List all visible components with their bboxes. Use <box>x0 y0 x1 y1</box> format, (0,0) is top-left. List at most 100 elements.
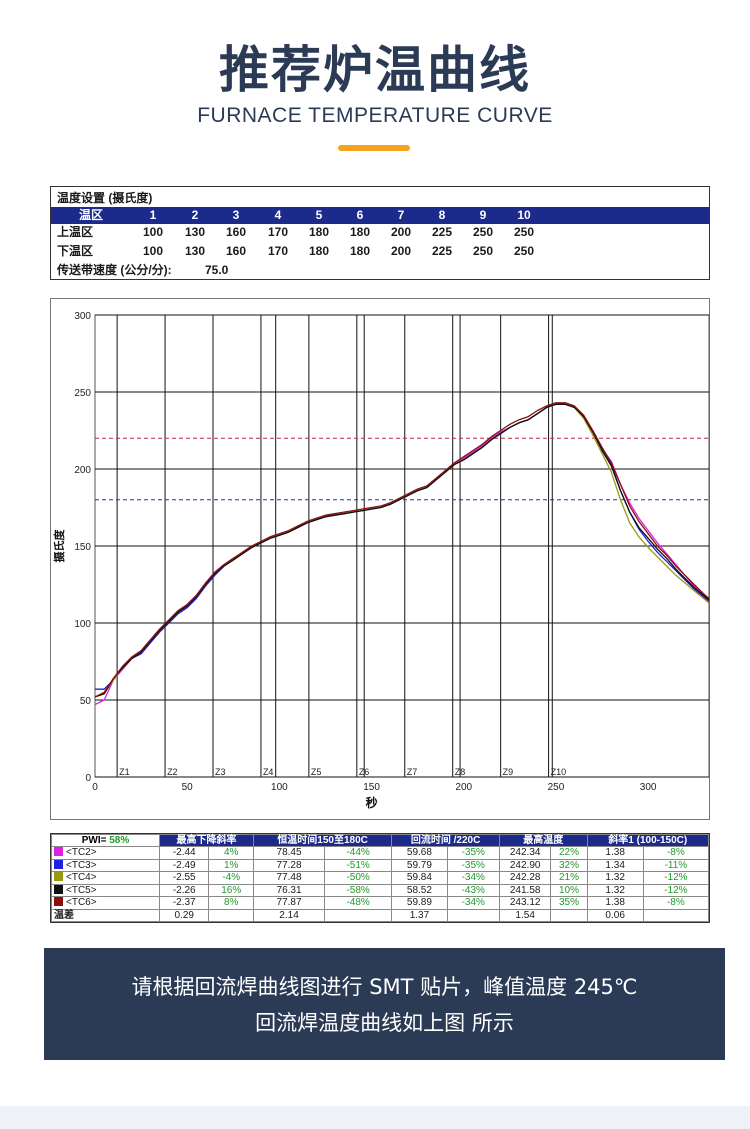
footer-strip <box>0 1106 750 1129</box>
zone-number: 1 <box>149 208 157 222</box>
upper-zone-label: 上温区 <box>57 225 94 239</box>
probe-name: <TC3> <box>66 859 97 871</box>
diff-cell: 1.37 <box>391 908 448 922</box>
conveyor-row: 传送带速度 (公分/分): 75.0 <box>51 262 709 279</box>
upper-zone-value: 180 <box>349 225 371 239</box>
stats-cell: 59.79 <box>391 858 448 872</box>
stats-header-row: PWI= 58% 最高下降斜率 恒温时间150至180C 回流时间 /220C … <box>51 834 710 847</box>
stats-cell: 1.32 <box>586 883 644 897</box>
probe-name: <TC6> <box>66 897 97 909</box>
lower-zone-value: 250 <box>472 244 494 258</box>
lower-zone-value: 180 <box>349 244 371 258</box>
stats-cell: 243.12 <box>498 896 552 910</box>
zone-number: 5 <box>315 208 323 222</box>
stats-header-soak-time: 恒温时间150至180C <box>252 834 393 847</box>
diff-cell: 1.54 <box>498 908 552 922</box>
probe-name-cell: <TC4> <box>51 871 160 885</box>
stats-cell: 16% <box>208 883 254 897</box>
y-tick-label: 150 <box>74 542 91 553</box>
y-tick-label: 50 <box>80 696 92 707</box>
probe-color-swatch <box>54 859 63 869</box>
y-tick-label: 250 <box>74 388 91 399</box>
diff-cell <box>642 908 710 922</box>
stats-cell: 77.87 <box>252 896 326 910</box>
x-tick-label: 250 <box>548 782 565 793</box>
stats-cell: -43% <box>446 883 500 897</box>
zone-number: 7 <box>397 208 405 222</box>
stats-cell: -2.55 <box>158 871 210 885</box>
upper-zone-value: 250 <box>513 225 535 239</box>
lower-zone-value: 250 <box>513 244 535 258</box>
zone-label: Z9 <box>503 767 514 777</box>
upper-zone-value: 160 <box>225 225 247 239</box>
x-tick-label: 50 <box>182 782 194 793</box>
probe-name-cell: <TC5> <box>51 883 160 897</box>
stats-cell: 77.28 <box>252 858 326 872</box>
upper-zone-row: 上温区 100 130 160 170 180 180 200 225 250 250 <box>51 224 709 241</box>
upper-zone-value: 225 <box>431 225 453 239</box>
zone-label: Z1 <box>119 767 130 777</box>
stats-header-max-fall-slope: 最高下降斜率 <box>159 834 254 847</box>
stats-cell: -2.37 <box>158 896 210 910</box>
zone-header-row: 温区 1 2 3 4 5 6 7 8 9 10 <box>51 207 709 224</box>
stats-cell: -34% <box>446 871 500 885</box>
upper-zone-value: 200 <box>390 225 412 239</box>
zone-label: Z3 <box>215 767 226 777</box>
stats-cell: -50% <box>324 871 393 885</box>
lower-zone-label: 下温区 <box>57 244 94 258</box>
stats-cell: -35% <box>446 858 500 872</box>
lower-zone-value: 170 <box>267 244 289 258</box>
settings-title: 温度设置 (摄氏度) <box>57 191 153 205</box>
y-tick-label: 300 <box>74 311 91 322</box>
y-tick-label: 0 <box>85 773 91 784</box>
stats-cell: -12% <box>642 883 710 897</box>
stats-cell: 21% <box>550 871 588 885</box>
stats-cell: 1.38 <box>586 896 644 910</box>
x-tick-label: 100 <box>271 782 288 793</box>
stats-cell: -4% <box>208 871 254 885</box>
stats-cell: -8% <box>642 846 710 860</box>
pwi-value: 58% <box>109 835 130 846</box>
probe-color-swatch <box>54 847 63 857</box>
stats-cell: 59.89 <box>391 896 448 910</box>
stats-cell: 1.32 <box>586 871 644 885</box>
stats-cell: 242.90 <box>498 858 552 872</box>
stats-cell: -2.44 <box>158 846 210 860</box>
diff-cell <box>208 908 254 922</box>
accent-divider <box>338 145 410 151</box>
probe-name: <TC5> <box>66 884 97 896</box>
stats-cell: 78.45 <box>252 846 326 860</box>
stats-row: <TC2> -2.44 4% 78.45 -44% 59.68 -35% 242.34 22% 1… <box>51 846 710 860</box>
lower-zone-value: 160 <box>225 244 247 258</box>
stats-header-slope1: 斜率1 (100-150C) <box>586 834 710 847</box>
lower-zone-value: 100 <box>142 244 164 258</box>
probe-color-swatch <box>54 884 63 894</box>
zone-number: 9 <box>479 208 487 222</box>
probe-color-swatch <box>54 872 63 882</box>
probe-name-cell: <TC2> <box>51 846 160 860</box>
zone-label: Z8 <box>455 767 466 777</box>
stats-cell: 59.68 <box>391 846 448 860</box>
stats-cell: -48% <box>324 896 393 910</box>
lower-zone-row: 下温区 100 130 160 170 180 180 200 225 250 250 <box>51 243 709 260</box>
y-axis-label: 摄氏度 <box>52 529 66 563</box>
diff-cell: 2.14 <box>252 908 326 922</box>
lower-zone-value: 225 <box>431 244 453 258</box>
stats-row: <TC6> -2.37 8% 77.87 -48% 59.89 -34% 243.12 35% 1… <box>51 896 710 910</box>
stats-cell: 1.38 <box>586 846 644 860</box>
upper-zone-value: 100 <box>142 225 164 239</box>
stats-cell: 4% <box>208 846 254 860</box>
stats-cell: -44% <box>324 846 393 860</box>
upper-zone-value: 170 <box>267 225 289 239</box>
upper-zone-value: 250 <box>472 225 494 239</box>
caption-banner: 请根据回流焊曲线图进行 SMT 贴片，峰值温度 245℃ 回流焊温度曲线如上图 … <box>44 948 725 1060</box>
zone-label: Z6 <box>359 767 370 777</box>
stats-cell: 242.34 <box>498 846 552 860</box>
stats-cell: 241.58 <box>498 883 552 897</box>
zone-label: Z7 <box>407 767 418 777</box>
zone-label: Z2 <box>167 767 178 777</box>
stats-cell: 58.52 <box>391 883 448 897</box>
stats-cell: -35% <box>446 846 500 860</box>
temperature-chart: 0 50 100 150 200 250 300 0 50 100 150 200 250 300 Z1 Z2… <box>50 298 710 820</box>
x-tick-label: 0 <box>92 782 98 793</box>
